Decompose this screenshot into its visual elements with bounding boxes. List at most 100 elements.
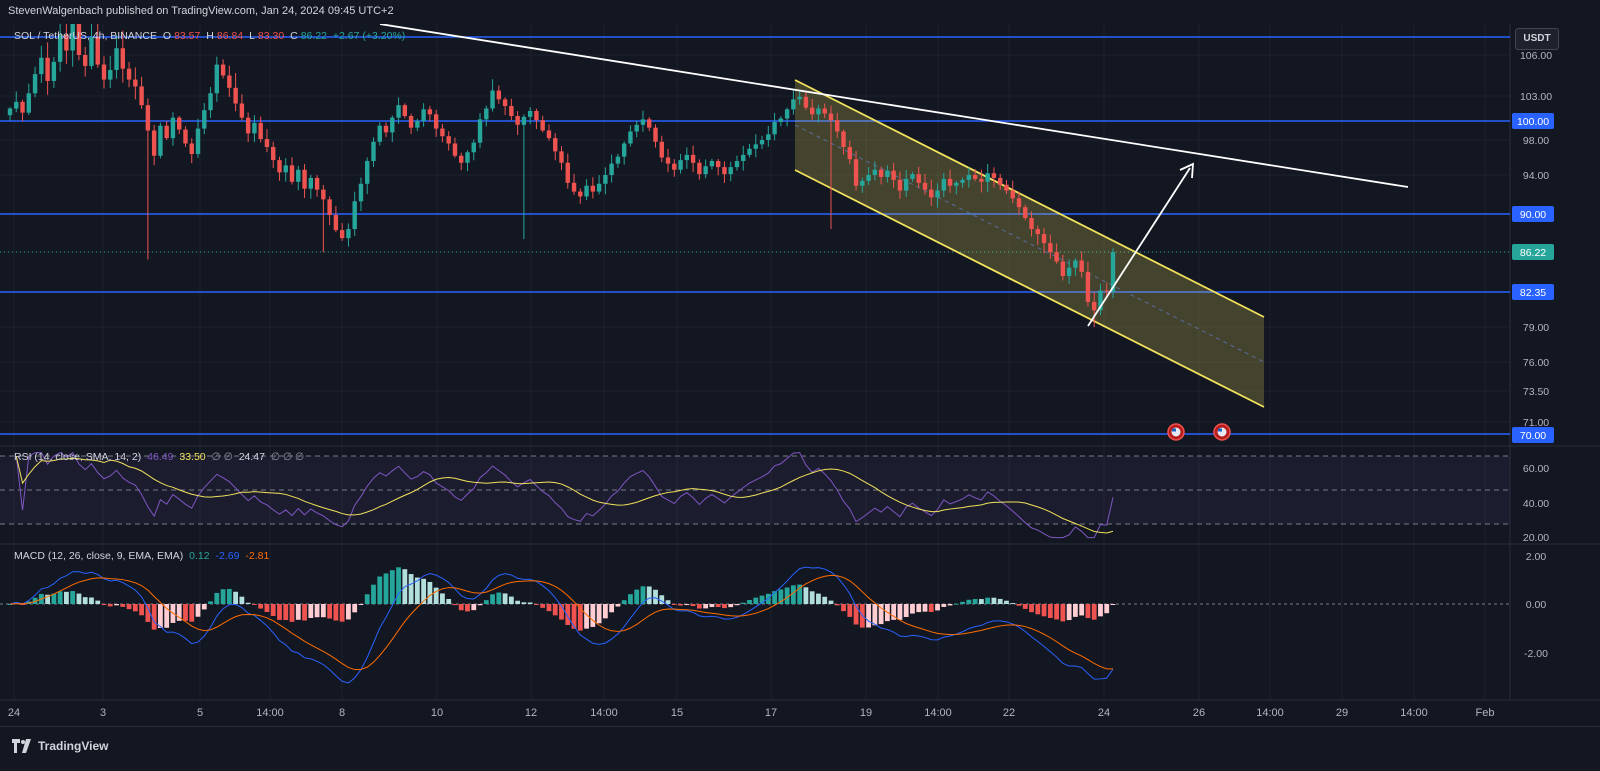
rsi-name[interactable]: RSI (14, close, SMA, 14, 2) (14, 451, 142, 463)
macd-histogram-bar (1079, 604, 1085, 616)
macd-histogram-bar (628, 594, 633, 604)
drawings[interactable] (379, 24, 1409, 441)
macd-histogram-bar (377, 576, 383, 604)
macd-histogram-bar (972, 599, 978, 604)
candle-body (509, 106, 514, 116)
candle-body (195, 128, 201, 154)
macd-histogram-bar (1010, 603, 1016, 605)
candle-body (427, 109, 433, 115)
macd-histogram-bar (396, 567, 401, 604)
macd-histogram-bar (239, 596, 245, 604)
candle-body (960, 179, 965, 183)
currency-button[interactable]: USDT (1515, 28, 1559, 50)
candle-body (822, 108, 827, 114)
macd-histogram-bar (471, 604, 477, 611)
candle-body (490, 90, 495, 109)
macd-histogram-bar (364, 594, 370, 604)
candle-body (371, 141, 376, 161)
candle-body (164, 125, 169, 139)
rsi-ma-value: 33.50 (179, 451, 206, 463)
top-bar: StevenWalgenbach published on TradingVie… (0, 0, 1600, 24)
macd-histogram-bar (615, 604, 621, 607)
candle-body (390, 117, 395, 133)
horizontal-levels (0, 36, 1510, 435)
us-flag-canton (1172, 428, 1176, 432)
macd-histogram-bar (728, 604, 734, 608)
rsi-band-fill (0, 456, 1510, 524)
macd-histogram-bar (897, 604, 903, 620)
candle-body (51, 61, 57, 81)
candle-body (1023, 207, 1028, 219)
macd-histogram-bar (465, 604, 470, 612)
candle-body (352, 201, 357, 230)
macd-histogram-bar (220, 589, 226, 604)
macd-name[interactable]: MACD (12, 26, close, 9, EMA, EMA) (14, 550, 184, 562)
price-chart[interactable]: 24 3 5 14:00 8 10 12 14:00 15 17 19 14:00 22 24 26 14:0… (0, 24, 1600, 726)
candle-body (1041, 234, 1047, 244)
candle-body (64, 34, 69, 51)
candle-body (1098, 290, 1103, 311)
macd-histogram-bar (352, 604, 358, 613)
candle-body (421, 109, 426, 121)
candles (7, 24, 1116, 327)
candle-body (521, 116, 527, 125)
candle-body (997, 177, 1003, 185)
macd-histogram-bar (45, 594, 51, 604)
candle-body (697, 162, 702, 175)
candle-body (1016, 198, 1022, 208)
macd-histogram-bar (333, 604, 339, 621)
candle-body (803, 96, 809, 108)
candle-body (1054, 252, 1059, 262)
candle-body (440, 128, 445, 137)
candle-body (1029, 218, 1034, 230)
macd-histogram-bar (458, 604, 464, 611)
rsi-empty-1: ∅ ∅ (211, 451, 233, 463)
macd-signal-line (9, 574, 1114, 671)
candle-body (640, 119, 646, 125)
macd-histogram-bar (7, 604, 13, 605)
candle-body (929, 189, 934, 198)
macd-histogram-bar (145, 604, 151, 622)
candle-body (183, 129, 188, 144)
macd-histogram-bar (941, 604, 947, 607)
candle-body (954, 182, 959, 186)
channel-lower (794, 169, 1265, 408)
candle-body (415, 121, 420, 128)
macd-histogram-bar (878, 604, 884, 625)
tradingview-brand[interactable]: TradingView (12, 739, 108, 753)
last-price-tag (1512, 244, 1554, 260)
candle-body (559, 151, 564, 163)
candle-body (233, 87, 238, 104)
descending-channel[interactable] (794, 79, 1265, 408)
symbol-label[interactable]: SOL / TetherUS, 4h, BINANCE (14, 30, 157, 42)
macd-histogram-bar (602, 604, 608, 619)
macd-histogram-bar (308, 604, 314, 619)
macd-histogram-bar (76, 593, 82, 604)
candle-body (797, 96, 802, 100)
candle-body (7, 108, 13, 116)
candle-body (1073, 260, 1078, 268)
y-axis: 106.00 103.00 98.00 94.00 79.00 76.00 73.50 71.… (1512, 50, 1554, 660)
candle-body (885, 170, 890, 177)
macd-histogram-bar (947, 604, 953, 606)
candle-body (1048, 243, 1053, 253)
y-tick-label: 76.00 (1523, 357, 1549, 369)
macd-histogram-bar (841, 604, 846, 612)
macd-histogram-bar (722, 604, 727, 609)
macd-histogram-bar (107, 604, 113, 607)
candle-body (741, 154, 746, 161)
macd-histogram-bar (696, 604, 702, 609)
macd-histogram-bar (233, 591, 239, 604)
candle-body (214, 64, 220, 94)
macd-histogram-bar (953, 603, 959, 605)
macd-histogram-bar (1091, 604, 1097, 620)
macd-histogram-bar (609, 604, 615, 613)
macd-tick-label: -2.00 (1524, 648, 1548, 660)
macd-tick-label: 0.00 (1526, 599, 1547, 611)
candle-body (766, 134, 771, 140)
macd-histogram-bar (270, 604, 276, 616)
macd-histogram-bar (1054, 604, 1059, 620)
x-tick-label: 3 (100, 707, 106, 719)
y-tick-label: 94.00 (1523, 170, 1549, 182)
candle-body (45, 57, 50, 81)
